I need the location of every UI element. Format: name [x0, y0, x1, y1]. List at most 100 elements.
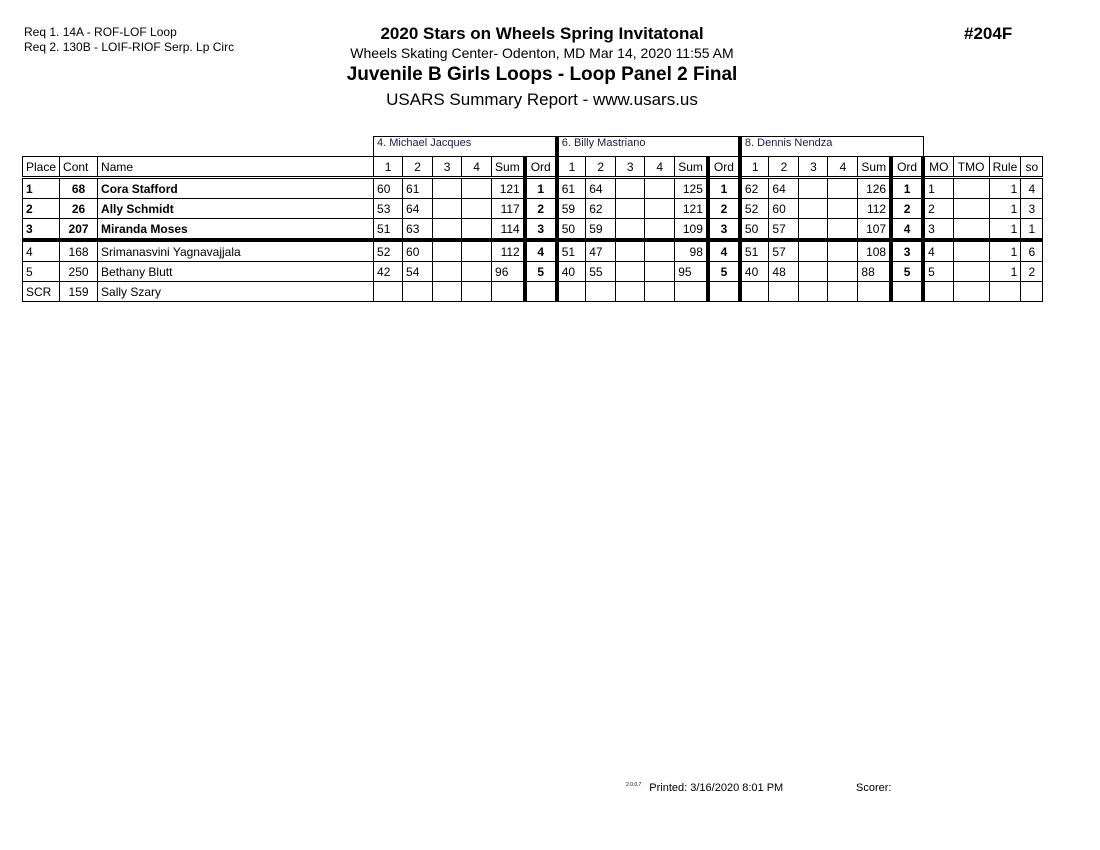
- tmo: [952, 218, 990, 242]
- header-judge-col: 1: [373, 156, 404, 179]
- score: [798, 177, 829, 199]
- score-sum: [674, 281, 709, 302]
- column-header-row: Place Cont Name 1 2 3 4 Sum Ord 1 2 3 4 Sum Ord 1 2 3 4 Sum…: [21, 156, 1044, 179]
- score: [768, 281, 800, 302]
- contestant-number: 26: [59, 198, 99, 219]
- mo: 3: [921, 218, 954, 242]
- ordinal: 5: [889, 261, 924, 282]
- score: [461, 218, 493, 242]
- judge-name: 4. Michael Jacques: [373, 136, 558, 157]
- skater-name: Bethany Blutt: [97, 261, 375, 282]
- score-sum: 121: [674, 198, 709, 219]
- score: [461, 177, 493, 199]
- score: 48: [768, 261, 800, 282]
- score: [461, 281, 493, 302]
- ordinal: [705, 281, 741, 302]
- score: 54: [402, 261, 434, 282]
- skater-name: Srimanasvini Yagnavajjala: [97, 239, 375, 262]
- score-sum: 114: [491, 218, 526, 242]
- header-judge-col: 3: [798, 156, 829, 179]
- venue-date: Wheels Skating Center- Odenton, MD Mar 1…: [350, 45, 734, 61]
- rule: 1: [988, 239, 1022, 262]
- place: SCR: [21, 281, 61, 302]
- score-sum: 125: [674, 177, 709, 199]
- ordinal: [889, 281, 924, 302]
- score: [432, 218, 463, 242]
- skating-order: [1020, 281, 1044, 302]
- ordinal: 5: [522, 261, 558, 282]
- score: [798, 239, 829, 262]
- score-sum: [857, 281, 892, 302]
- header-place: Place: [21, 156, 61, 179]
- score: 52: [737, 198, 770, 219]
- score-sum: 109: [674, 218, 709, 242]
- contestant-number: 168: [59, 239, 99, 262]
- score: [827, 198, 859, 219]
- header-rule: Rule: [988, 156, 1022, 179]
- mo: [921, 281, 954, 302]
- score: 64: [585, 177, 617, 199]
- score: 51: [554, 239, 587, 262]
- score-sum: 96: [491, 261, 526, 282]
- skating-order: 6: [1020, 239, 1044, 262]
- version: 2.0.0.7: [626, 782, 642, 788]
- score: [827, 177, 859, 199]
- score-sum: 121: [491, 177, 526, 199]
- score-sum: 112: [857, 198, 892, 219]
- contestant-number: 250: [59, 261, 99, 282]
- ordinal: 2: [705, 198, 741, 219]
- header-cont: Cont: [59, 156, 99, 179]
- tmo: [952, 239, 990, 262]
- scorer-label: Scorer:: [856, 782, 892, 794]
- ordinal: 1: [705, 177, 741, 199]
- score: 40: [737, 261, 770, 282]
- place: 2: [21, 198, 61, 219]
- event-title: 2020 Stars on Wheels Spring Invitatonal: [380, 24, 704, 43]
- score: 62: [737, 177, 770, 199]
- skater-row: 5 250 Bethany Blutt 42 54 96 5 40 55 95 5 40 48 88 5 5 1…: [21, 261, 1044, 282]
- score: 52: [373, 239, 404, 262]
- mo: 4: [921, 239, 954, 262]
- skater-name: Cora Stafford: [97, 177, 375, 199]
- score: 61: [554, 177, 587, 199]
- skater-row: 1 68 Cora Stafford 60 61 121 1 61 64 125 1 62 64 126 1…: [21, 177, 1044, 199]
- header-judge-col: Sum: [857, 156, 892, 179]
- score-sum: 88: [857, 261, 892, 282]
- score-sum: 112: [491, 239, 526, 262]
- score-sum: 98: [674, 239, 709, 262]
- header-judge-col: Sum: [674, 156, 709, 179]
- score: [644, 281, 676, 302]
- skating-order: 1: [1020, 218, 1044, 242]
- score: 59: [585, 218, 617, 242]
- ordinal: 5: [705, 261, 741, 282]
- score: [432, 198, 463, 219]
- score: [615, 239, 646, 262]
- score: 57: [768, 218, 800, 242]
- score: [554, 281, 587, 302]
- score: [644, 218, 676, 242]
- score: 62: [585, 198, 617, 219]
- skater-row: 3 207 Miranda Moses 51 63 114 3 50 59 109 3 50 57 107…: [21, 218, 1044, 242]
- tmo: [952, 281, 990, 302]
- score: [615, 177, 646, 199]
- rule: 1: [988, 198, 1022, 219]
- header-judge-col: 4: [461, 156, 493, 179]
- rule: [988, 281, 1022, 302]
- score: [461, 261, 493, 282]
- score: 59: [554, 198, 587, 219]
- score-sum: 126: [857, 177, 892, 199]
- place: 1: [21, 177, 61, 199]
- score: [615, 218, 646, 242]
- ordinal: 3: [889, 239, 924, 262]
- score: [644, 239, 676, 262]
- score: [432, 281, 463, 302]
- header-judge-col: 2: [585, 156, 617, 179]
- score: 57: [768, 239, 800, 262]
- header-tmo: TMO: [952, 156, 990, 179]
- score: 42: [373, 261, 404, 282]
- score: [737, 281, 770, 302]
- ordinal: 3: [705, 218, 741, 242]
- score: 55: [585, 261, 617, 282]
- score-sum: 117: [491, 198, 526, 219]
- place: 3: [21, 218, 61, 242]
